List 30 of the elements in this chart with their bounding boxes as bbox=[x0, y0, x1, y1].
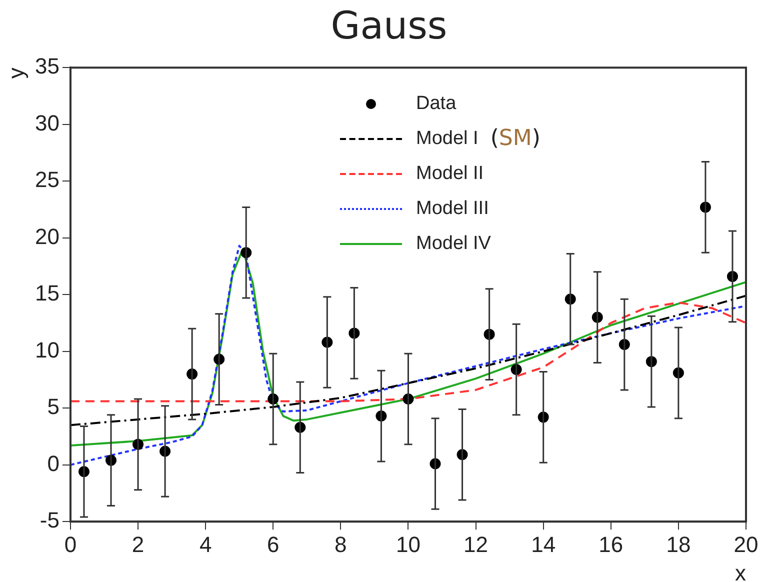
x-axis-title: x bbox=[735, 560, 746, 582]
x-tick-label: 0 bbox=[64, 532, 77, 557]
x-tick-label: 18 bbox=[666, 532, 691, 557]
x-tick-label: 20 bbox=[734, 532, 758, 557]
legend-label: Data bbox=[416, 92, 456, 114]
y-tick-label: 15 bbox=[34, 280, 60, 306]
legend-label: Model II bbox=[416, 162, 484, 184]
annotation: (SM) bbox=[490, 126, 540, 151]
legend-label: Model I bbox=[416, 128, 478, 150]
chart-title: Gauss bbox=[330, 4, 448, 48]
y-tick-label: 20 bbox=[34, 224, 60, 249]
x-tick-label: 12 bbox=[464, 532, 488, 557]
y-tick-label: -5 bbox=[40, 508, 60, 533]
y-tick-label: 25 bbox=[34, 167, 60, 192]
legend-label: Model III bbox=[416, 198, 489, 220]
y-tick-label: 0 bbox=[47, 450, 60, 476]
x-tick-label: 16 bbox=[598, 532, 624, 557]
legend-label: Model IV bbox=[416, 232, 491, 254]
x-tick-label: 8 bbox=[334, 532, 347, 557]
x-tick-label: 10 bbox=[396, 532, 420, 557]
y-axis-title: y bbox=[4, 68, 29, 79]
x-tick-label: 4 bbox=[199, 532, 212, 557]
x-tick-label: 14 bbox=[531, 532, 556, 557]
y-tick-label: 35 bbox=[34, 54, 60, 79]
y-tick-label: 10 bbox=[34, 337, 60, 362]
line-series bbox=[70, 294, 746, 426]
y-tick-label: 30 bbox=[34, 110, 60, 136]
x-tick-label: 6 bbox=[267, 532, 280, 557]
y-tick-label: 5 bbox=[47, 394, 60, 420]
x-tick-label: 2 bbox=[132, 532, 144, 557]
